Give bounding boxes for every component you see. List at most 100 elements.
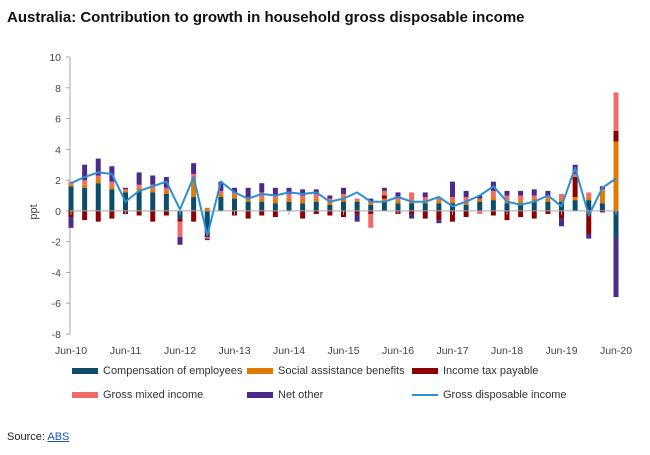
bar-income-tax-payable xyxy=(150,210,156,222)
bar-net-other xyxy=(422,192,428,198)
y-tick-label: -6 xyxy=(52,298,61,310)
bar-compensation-of-employees xyxy=(395,203,401,211)
x-tick-label: Jun-17 xyxy=(436,345,468,357)
legend-swatch-netother xyxy=(247,392,273,398)
bar-income-tax-payable xyxy=(368,210,374,214)
legend-row-2: Gross mixed income Net other Gross dispo… xyxy=(72,389,592,405)
bar-social-assistance-benefits xyxy=(95,178,101,184)
y-tick-label: 4 xyxy=(55,144,61,156)
bar-social-assistance-benefits xyxy=(490,197,496,201)
bar-income-tax-payable xyxy=(259,210,265,216)
bar-income-tax-payable xyxy=(381,195,387,199)
bar-gross-mixed-income xyxy=(177,221,183,238)
bar-social-assistance-benefits xyxy=(395,200,401,204)
bar-income-tax-payable xyxy=(109,210,115,219)
bar-social-assistance-benefits xyxy=(245,198,251,202)
bar-compensation-of-employees xyxy=(109,189,115,211)
y-tick-label: 6 xyxy=(55,114,61,126)
bar-social-assistance-benefits xyxy=(586,197,592,201)
legend-label-gdi: Gross disposable income xyxy=(443,389,567,401)
bar-social-assistance-benefits xyxy=(191,178,197,198)
y-tick-label: 2 xyxy=(55,175,61,187)
legend-label-social: Social assistance benefits xyxy=(278,365,405,377)
bar-compensation-of-employees xyxy=(354,201,360,211)
source-link[interactable]: ABS xyxy=(47,431,70,443)
legend-item-gdi: Gross disposable income xyxy=(412,389,567,401)
bar-income-tax-payable xyxy=(354,210,360,214)
legend-item-netother: Net other xyxy=(247,389,323,401)
bar-net-other xyxy=(82,164,88,181)
bar-net-other xyxy=(354,213,360,222)
bar-gross-mixed-income xyxy=(395,197,401,201)
bar-social-assistance-benefits xyxy=(559,198,564,202)
bar-social-assistance-benefits xyxy=(68,184,74,187)
bar-gross-mixed-income xyxy=(559,193,564,199)
bar-net-other xyxy=(504,190,510,196)
bar-income-tax-payable xyxy=(518,210,524,218)
bar-compensation-of-employees xyxy=(68,186,74,211)
bar-income-tax-payable xyxy=(136,210,142,216)
bar-gross-mixed-income xyxy=(545,195,551,199)
bar-gross-mixed-income xyxy=(586,192,592,198)
legend-label-mixed: Gross mixed income xyxy=(103,389,204,401)
bar-income-tax-payable xyxy=(599,210,605,213)
bar-gross-mixed-income xyxy=(531,195,537,199)
bar-income-tax-payable xyxy=(422,210,428,219)
bar-gross-mixed-income xyxy=(109,181,115,187)
x-tick-label: Jun-10 xyxy=(55,345,87,357)
bar-gross-mixed-income xyxy=(477,210,483,214)
bar-compensation-of-employees xyxy=(368,204,374,211)
bar-social-assistance-benefits xyxy=(150,189,156,193)
bar-compensation-of-employees xyxy=(531,201,537,211)
bar-net-other xyxy=(68,217,74,228)
bar-social-assistance-benefits xyxy=(300,198,306,204)
bar-net-other xyxy=(409,213,415,219)
bar-compensation-of-employees xyxy=(490,200,496,211)
y-tick-label: 8 xyxy=(55,83,61,95)
line-gross-disposable-income xyxy=(70,166,617,237)
bar-social-assistance-benefits xyxy=(272,198,278,204)
legend-item-compensation: Compensation of employees xyxy=(72,365,242,377)
bar-net-other xyxy=(259,183,265,193)
x-tick-label: Jun-19 xyxy=(545,345,577,357)
bar-compensation-of-employees xyxy=(586,200,592,211)
bar-compensation-of-employees xyxy=(300,203,306,211)
legend-swatch-tax xyxy=(412,368,438,374)
bar-net-other xyxy=(381,187,387,191)
bar-social-assistance-benefits xyxy=(232,195,237,199)
bar-income-tax-payable xyxy=(545,210,551,214)
bar-income-tax-payable xyxy=(300,210,306,219)
bar-income-tax-payable xyxy=(245,210,251,219)
x-tick-label: Jun-13 xyxy=(218,345,250,357)
bar-gross-mixed-income xyxy=(136,184,142,188)
bar-social-assistance-benefits xyxy=(218,193,224,198)
bar-gross-mixed-income xyxy=(259,192,265,199)
legend-swatch-mixed xyxy=(72,392,98,398)
x-tick-label: Jun-12 xyxy=(164,345,196,357)
bar-social-assistance-benefits xyxy=(82,184,88,188)
bar-gross-mixed-income xyxy=(218,190,224,194)
bar-income-tax-payable xyxy=(313,210,319,214)
bar-compensation-of-employees xyxy=(286,201,292,211)
legend-swatch-gdi xyxy=(412,394,438,396)
bar-income-tax-payable xyxy=(163,210,169,216)
bar-social-assistance-benefits xyxy=(327,201,333,205)
bar-net-other xyxy=(477,195,483,199)
x-tick-label: Jun-18 xyxy=(491,345,523,357)
x-tick-label: Jun-11 xyxy=(110,345,141,357)
bar-compensation-of-employees xyxy=(518,203,524,211)
bar-gross-mixed-income xyxy=(327,198,333,202)
source-note: Source: ABS xyxy=(7,431,69,443)
bar-gross-mixed-income xyxy=(572,173,578,178)
bar-series xyxy=(68,92,619,298)
bar-social-assistance-benefits xyxy=(436,200,442,204)
bar-social-assistance-benefits xyxy=(354,200,360,202)
bar-net-other xyxy=(545,190,551,196)
bar-compensation-of-employees xyxy=(272,203,278,211)
bar-net-other xyxy=(450,181,455,198)
bar-income-tax-payable xyxy=(191,210,197,222)
bar-compensation-of-employees xyxy=(232,198,237,211)
bar-social-assistance-benefits xyxy=(123,190,128,193)
legend-label-tax: Income tax payable xyxy=(443,365,539,377)
bar-gross-mixed-income xyxy=(409,192,415,201)
